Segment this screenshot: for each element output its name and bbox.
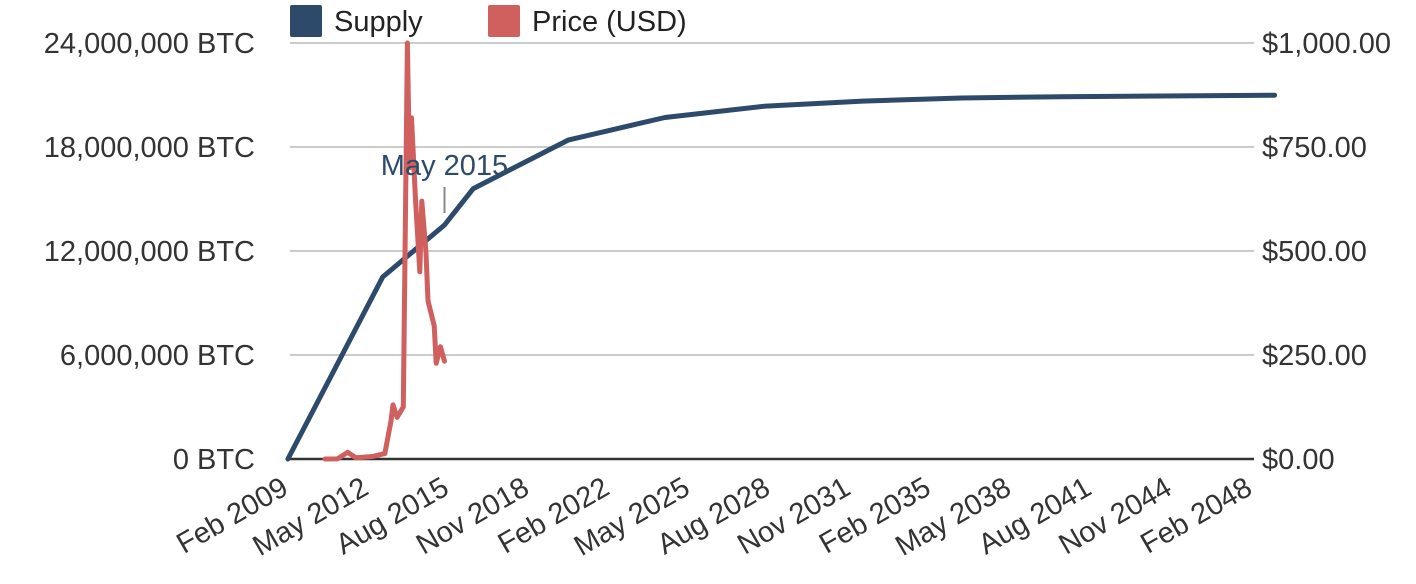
annotation: May 2015	[381, 150, 508, 213]
right-tick-label: $250.00	[1262, 340, 1367, 372]
legend-swatch-price	[488, 5, 520, 37]
left-tick-label: 24,000,000 BTC	[44, 28, 255, 60]
legend: Supply Price (USD)	[290, 5, 687, 38]
left-tick-label: 0 BTC	[173, 444, 255, 476]
series-layer	[285, 40, 1278, 462]
legend-swatch-supply	[290, 5, 322, 37]
series-line-price-usd	[322, 40, 447, 462]
right-tick-label: $500.00	[1262, 236, 1367, 268]
right-tick-label: $1,000.00	[1262, 28, 1391, 60]
gridlines	[290, 42, 1254, 461]
annotation-label: May 2015	[381, 150, 508, 182]
left-axis-ticks: 0 BTC 6,000,000 BTC 12,000,000 BTC 18,000,0…	[44, 28, 255, 476]
legend-label-price: Price (USD)	[532, 6, 687, 38]
right-tick-label: $0.00	[1262, 444, 1335, 476]
legend-item-supply[interactable]: Supply	[290, 5, 423, 38]
right-axis-ticks: $0.00 $250.00 $500.00 $750.00 $1,000.00	[1262, 28, 1391, 476]
left-tick-label: 18,000,000 BTC	[44, 132, 255, 164]
legend-item-price[interactable]: Price (USD)	[488, 5, 687, 38]
legend-label-supply: Supply	[334, 6, 423, 38]
left-tick-label: 12,000,000 BTC	[44, 236, 255, 268]
left-tick-label: 6,000,000 BTC	[60, 340, 255, 372]
right-tick-label: $750.00	[1262, 132, 1367, 164]
